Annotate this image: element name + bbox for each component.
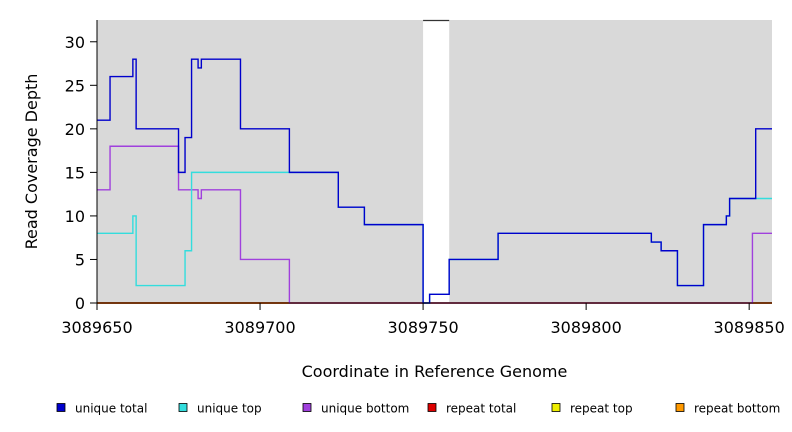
y-tick-label: 10 bbox=[65, 207, 85, 226]
legend-swatch-unique-total bbox=[56, 403, 66, 412]
legend-label-repeat-total: repeat total bbox=[446, 402, 516, 416]
x-tick-label: 3089700 bbox=[224, 318, 295, 337]
y-tick-label: 25 bbox=[65, 76, 85, 95]
y-tick-label: 20 bbox=[65, 120, 85, 139]
legend: unique total unique top unique bottom repea… bbox=[56, 402, 780, 416]
legend-swatch-unique-bottom bbox=[302, 403, 312, 412]
legend-swatch-unique-top bbox=[178, 403, 188, 412]
legend-label-unique-total: unique total bbox=[75, 402, 147, 416]
legend-label-repeat-top: repeat top bbox=[570, 402, 633, 416]
y-tick-label: 30 bbox=[65, 33, 85, 52]
x-tick-label: 3089800 bbox=[550, 318, 621, 337]
x-tick-label: 3089850 bbox=[714, 318, 785, 337]
legend-label-unique-top: unique top bbox=[197, 402, 262, 416]
x-axis-title: Coordinate in Reference Genome bbox=[302, 362, 568, 381]
coverage-gap-region bbox=[423, 21, 450, 303]
series-line-unique-total bbox=[97, 58, 772, 304]
legend-swatch-repeat-top bbox=[551, 403, 561, 412]
legend-swatch-repeat-total bbox=[427, 403, 437, 412]
y-axis-title: Read Coverage Depth bbox=[22, 74, 41, 250]
axis-layer: 0 5 10 15 20 25 30 3089650 3089700 3089750 3089800… bbox=[61, 20, 785, 337]
y-tick-label: 5 bbox=[75, 250, 85, 269]
x-tick-label: 3089750 bbox=[387, 318, 458, 337]
y-tick-label: 15 bbox=[65, 163, 85, 182]
x-tick-label: 3089650 bbox=[61, 318, 132, 337]
legend-swatch-repeat-bottom bbox=[675, 403, 685, 412]
legend-label-unique-bottom: unique bottom bbox=[321, 402, 409, 416]
legend-label-repeat-bottom: repeat bottom bbox=[694, 402, 780, 416]
y-tick-label: 0 bbox=[75, 294, 85, 313]
